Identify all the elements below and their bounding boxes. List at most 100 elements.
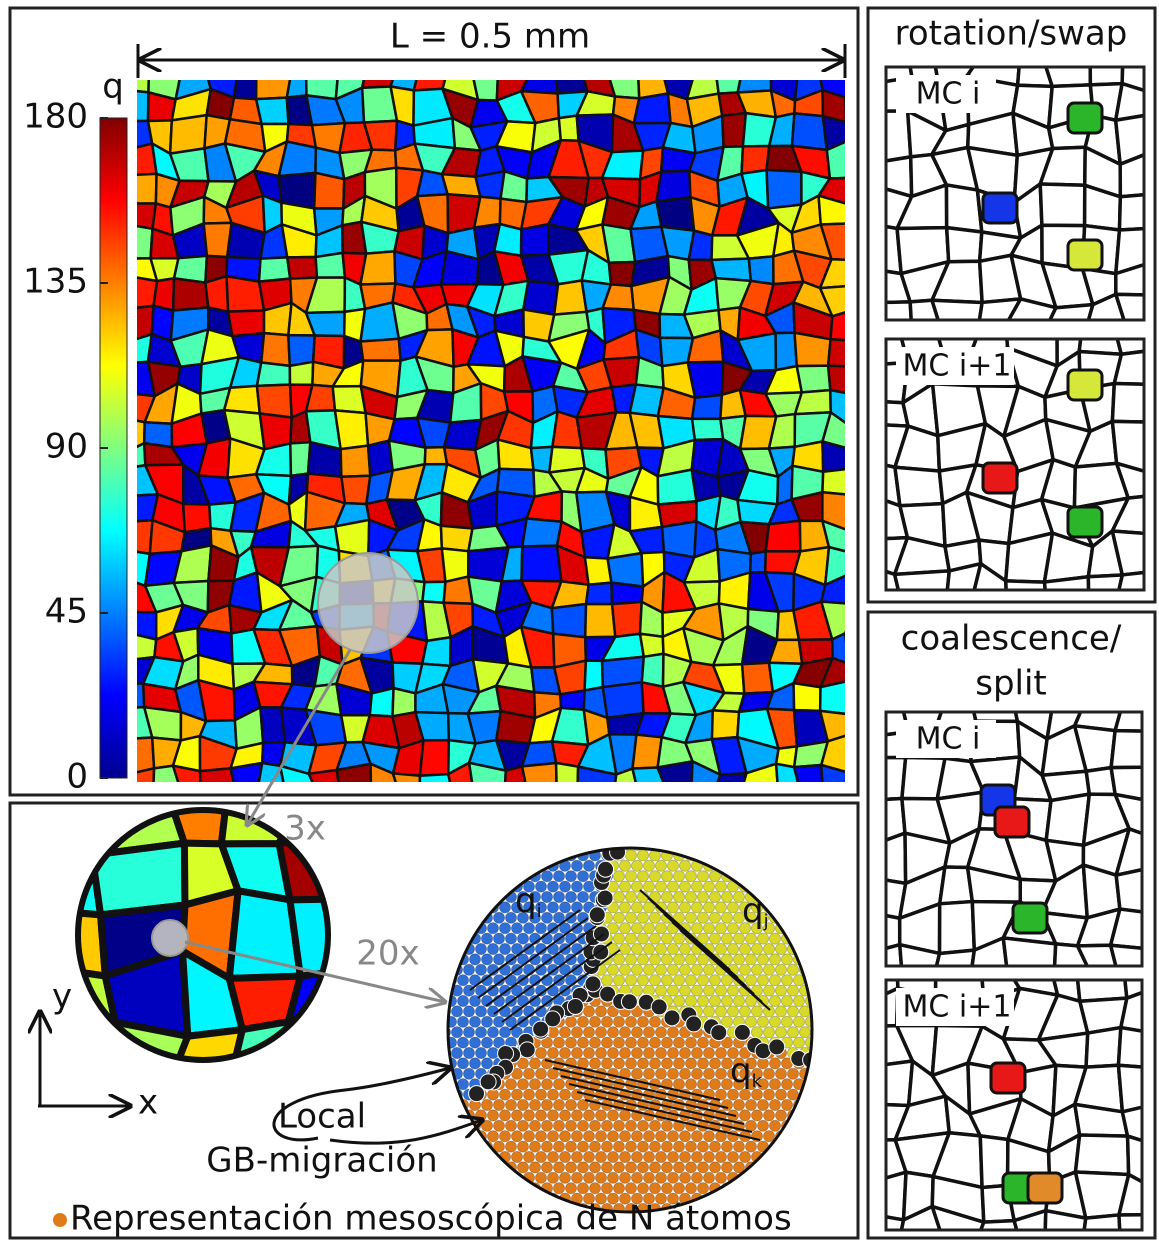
atom (733, 850, 744, 861)
grain (742, 663, 773, 694)
atom (601, 1120, 612, 1131)
atom (439, 1172, 450, 1183)
atom (559, 902, 570, 913)
atom (463, 860, 474, 871)
atom (649, 912, 660, 923)
atom (799, 1027, 810, 1038)
atom (787, 985, 798, 996)
atom (619, 964, 630, 975)
atom (727, 1089, 738, 1100)
atom (709, 891, 720, 902)
atom (709, 975, 720, 986)
atom (781, 1183, 792, 1194)
atom (781, 850, 792, 861)
atom (457, 995, 468, 1006)
atom (571, 1027, 582, 1038)
atom (727, 943, 738, 954)
atom (727, 923, 738, 934)
atom (805, 1203, 816, 1214)
atom (721, 995, 732, 1006)
atom (673, 933, 684, 944)
atom (715, 1068, 726, 1079)
atom (733, 933, 744, 944)
atom (505, 1141, 516, 1152)
atom (691, 1151, 702, 1162)
atom (763, 964, 774, 975)
grain (657, 197, 695, 230)
grain (1113, 320, 1159, 354)
atom (697, 1079, 708, 1090)
atom (577, 1183, 588, 1194)
atom (661, 891, 672, 902)
grain-subscript: k (752, 1071, 763, 1092)
atom (727, 1151, 738, 1162)
atom (547, 881, 558, 892)
atom (481, 891, 492, 902)
atom (745, 1141, 756, 1152)
atom (799, 1006, 810, 1017)
atom (487, 1027, 498, 1038)
atom (493, 954, 504, 965)
atom (739, 964, 750, 975)
atom (691, 923, 702, 934)
atom (691, 839, 702, 850)
atom (715, 902, 726, 913)
atom (577, 871, 588, 882)
grain (361, 339, 401, 361)
atom (607, 964, 618, 975)
atom (457, 933, 468, 944)
atom (799, 1193, 810, 1204)
grain (422, 637, 450, 666)
atom (793, 933, 804, 944)
atom (751, 1006, 762, 1017)
atom (451, 943, 462, 954)
atom (745, 954, 756, 965)
grain (658, 761, 693, 792)
zoom-label: 20x (356, 934, 419, 974)
atom (655, 943, 666, 954)
atom (589, 1058, 600, 1069)
atom (445, 850, 456, 861)
atom (745, 1099, 756, 1110)
atom (685, 912, 696, 923)
atom (541, 891, 552, 902)
atom (709, 1162, 720, 1173)
atom (781, 912, 792, 923)
annotation: GB-migración (206, 1141, 437, 1181)
atom (613, 1037, 624, 1048)
atom (769, 1016, 780, 1027)
atom (769, 1058, 780, 1069)
grain (849, 140, 884, 177)
atom (583, 1172, 594, 1183)
grain (231, 763, 263, 803)
atom (679, 1068, 690, 1079)
atom (793, 871, 804, 882)
atom (787, 964, 798, 975)
atom (793, 850, 804, 861)
atom (745, 933, 756, 944)
atom (493, 1162, 504, 1173)
atom (733, 954, 744, 965)
atom (643, 860, 654, 871)
atom (685, 1079, 696, 1090)
atom (691, 1068, 702, 1079)
atom (487, 943, 498, 954)
colorbar-label: q (102, 67, 124, 107)
atom (715, 985, 726, 996)
atom (805, 891, 816, 902)
atom (649, 954, 660, 965)
grain (521, 67, 557, 93)
grain (947, 228, 982, 262)
atom (739, 1110, 750, 1121)
colorbar-tick-label: 0 (66, 757, 88, 797)
atom (553, 1162, 564, 1173)
grain (585, 661, 603, 691)
atom (703, 839, 714, 850)
atom (793, 1183, 804, 1194)
grain (173, 278, 208, 310)
atom (667, 985, 678, 996)
atom (547, 1110, 558, 1121)
atom (667, 1068, 678, 1079)
highlight-grain (1013, 903, 1047, 933)
atom (781, 995, 792, 1006)
